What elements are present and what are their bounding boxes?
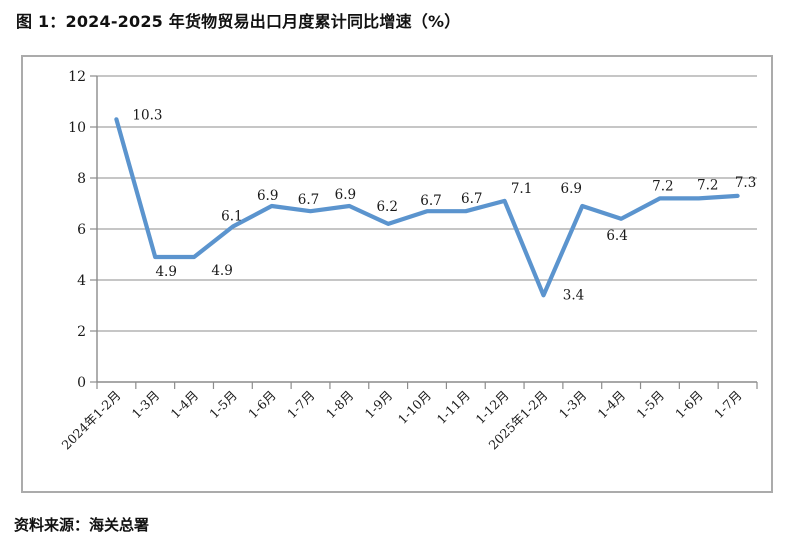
y-tick-label: 12 [68, 69, 86, 85]
x-tick-label: 1-11月 [434, 388, 473, 427]
data-label: 4.9 [155, 264, 176, 280]
data-label: 7.2 [652, 178, 673, 194]
data-label: 7.3 [735, 175, 756, 191]
x-tick-label: 1-4月 [595, 388, 629, 422]
y-tick-label: 6 [77, 222, 86, 238]
data-label: 6.9 [335, 187, 356, 203]
data-label: 6.4 [606, 228, 627, 244]
data-label: 7.1 [511, 181, 532, 197]
y-tick-label: 4 [77, 273, 86, 289]
x-tick-label: 1-6月 [672, 388, 706, 422]
x-tick-label: 1-3月 [556, 388, 590, 422]
x-tick-label: 1-8月 [323, 388, 357, 422]
y-tick-label: 2 [77, 324, 86, 340]
chart-title: 图 1：2024-2025 年货物贸易出口月度累计同比增速（%） [16, 12, 461, 31]
x-tick-label: 1-3月 [129, 388, 163, 422]
x-tick-label: 1-10月 [395, 388, 434, 427]
source-note: 资料来源：海关总署 [14, 516, 150, 534]
data-label: 6.2 [376, 199, 397, 215]
data-label: 6.9 [561, 181, 582, 197]
x-tick-label: 2024年1-2月 [59, 388, 124, 453]
data-label: 4.9 [211, 263, 232, 279]
data-label: 6.9 [257, 188, 278, 204]
data-label: 6.1 [221, 209, 242, 225]
data-label: 6.7 [461, 191, 482, 207]
data-label: 3.4 [563, 287, 584, 303]
series-line [114, 117, 740, 298]
y-tick-label: 10 [68, 120, 86, 136]
x-tick-label: 1-5月 [633, 388, 667, 422]
data-label: 6.7 [298, 192, 319, 208]
chart-frame: 0 2 4 6 8 10 12 2024年1-2月 1-3月 1-4月 1-5月 1-6月 1-7月 1-… [21, 55, 773, 493]
y-tick-label: 0 [77, 375, 86, 391]
x-tick-label: 1-7月 [711, 388, 745, 422]
data-label: 10.3 [132, 107, 162, 123]
x-tick-label: 1-5月 [206, 388, 240, 422]
data-label: 7.2 [697, 177, 718, 193]
data-label: 6.7 [420, 193, 441, 209]
x-tick-label: 1-7月 [284, 388, 318, 422]
x-tick-label: 1-4月 [167, 388, 201, 422]
x-tick-label: 1-9月 [362, 388, 396, 422]
x-tick-label: 1-6月 [245, 388, 279, 422]
y-tick-label: 8 [77, 171, 86, 187]
